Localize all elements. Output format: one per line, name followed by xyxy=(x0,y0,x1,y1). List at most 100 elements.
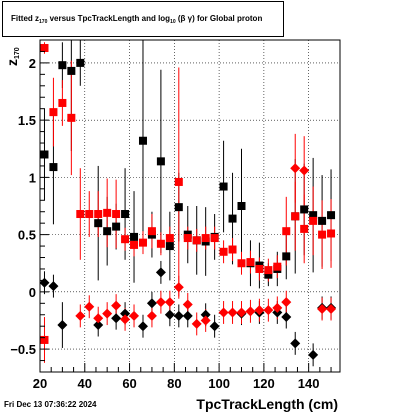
title-z-sub: 170 xyxy=(39,19,48,25)
diamond-marker xyxy=(155,267,166,278)
square-marker xyxy=(58,98,67,107)
square-marker xyxy=(210,234,219,243)
diamond-marker xyxy=(227,307,238,318)
title-middle: versus TpcTrackLength and log xyxy=(49,14,171,23)
x-tick-label: 120 xyxy=(253,376,275,391)
diamond-marker xyxy=(263,305,274,316)
diamond-marker xyxy=(236,307,247,318)
square-marker xyxy=(112,210,121,219)
square-marker xyxy=(58,61,67,70)
diamond-marker xyxy=(317,304,328,315)
y-axis-label: z170 xyxy=(4,47,21,66)
plot-frame xyxy=(39,39,341,373)
square-marker xyxy=(156,157,165,166)
square-marker xyxy=(255,264,264,273)
diamond-marker xyxy=(218,307,229,318)
y-tick-label: 0.5 xyxy=(18,228,36,243)
square-marker xyxy=(138,238,147,247)
square-marker xyxy=(112,222,121,231)
diamond-marker xyxy=(164,297,175,308)
grid-lines xyxy=(39,40,340,372)
data-markers xyxy=(39,44,337,360)
square-marker xyxy=(228,245,237,254)
square-marker xyxy=(121,210,130,219)
square-marker xyxy=(318,230,327,239)
square-marker xyxy=(282,227,291,236)
square-marker xyxy=(85,210,94,219)
square-marker xyxy=(94,219,103,228)
square-marker xyxy=(156,239,165,248)
diamond-marker xyxy=(155,297,166,308)
y-tick-label: 1.5 xyxy=(18,113,36,128)
diamond-marker xyxy=(93,313,104,324)
diamond-marker xyxy=(57,320,68,331)
diamond-marker xyxy=(200,309,211,320)
chart-title: Fitted z170 versus TpcTrackLength and lo… xyxy=(11,14,262,25)
x-tick-label: 60 xyxy=(122,376,136,391)
square-marker xyxy=(138,136,147,145)
square-marker xyxy=(237,259,246,268)
square-marker xyxy=(174,177,183,186)
diamond-marker xyxy=(209,321,220,332)
diamond-marker xyxy=(120,314,131,325)
diamond-marker xyxy=(245,306,256,317)
x-tick-label: 20 xyxy=(33,376,47,391)
diamond-marker xyxy=(48,281,59,292)
axes: 20 40 60 80 100 120 140 −0.5 0 0.5 1 1.5 2 xyxy=(10,39,341,391)
square-marker xyxy=(174,203,183,212)
square-marker xyxy=(327,211,336,220)
square-marker xyxy=(49,163,58,172)
square-marker xyxy=(309,211,318,220)
diamond-marker xyxy=(281,312,292,323)
square-marker xyxy=(228,214,237,223)
square-marker xyxy=(246,258,255,267)
square-marker xyxy=(49,108,58,117)
diamond-marker xyxy=(182,299,193,310)
y-axis-label-sub: 170 xyxy=(14,47,21,59)
square-marker xyxy=(318,216,327,225)
diamond-marker xyxy=(39,277,50,288)
square-marker xyxy=(76,58,85,67)
square-marker xyxy=(121,235,130,244)
title-prefix: Fitted xyxy=(11,14,33,23)
square-marker xyxy=(291,212,300,221)
square-marker xyxy=(264,270,273,279)
diamond-marker xyxy=(173,310,184,321)
y-tick-label: 0 xyxy=(29,285,36,300)
square-marker xyxy=(273,262,282,271)
diamond-marker xyxy=(191,318,202,329)
diamond-marker xyxy=(326,304,337,315)
diamond-marker xyxy=(182,310,193,321)
square-marker xyxy=(103,208,112,217)
square-marker xyxy=(40,44,49,53)
square-marker xyxy=(201,234,210,243)
square-marker xyxy=(103,227,112,236)
diamond-marker xyxy=(111,300,122,311)
diamond-marker xyxy=(84,301,95,312)
diamond-marker xyxy=(146,310,157,321)
square-marker xyxy=(183,234,192,243)
square-marker xyxy=(192,236,201,245)
title-beta-gamma: (β γ) xyxy=(177,14,195,23)
diamond-marker xyxy=(200,315,211,326)
y-tick-label: 2 xyxy=(29,56,36,71)
square-marker xyxy=(237,202,246,210)
square-marker xyxy=(40,335,49,344)
diamond-marker xyxy=(75,310,86,321)
diamond-marker xyxy=(137,321,148,332)
square-marker xyxy=(309,216,318,225)
title-log-sub: 10 xyxy=(170,19,176,25)
diamond-marker xyxy=(120,308,131,319)
square-marker xyxy=(219,182,228,191)
diamond-marker xyxy=(173,282,184,293)
x-tick-label: 80 xyxy=(167,376,181,391)
title-suffix: for Global proton xyxy=(197,14,263,23)
square-marker xyxy=(264,266,273,275)
x-tick-label: 100 xyxy=(208,376,230,391)
square-marker xyxy=(67,66,76,75)
square-marker xyxy=(76,210,85,219)
diamond-marker xyxy=(272,302,283,313)
square-marker xyxy=(67,113,76,122)
diamond-marker xyxy=(129,310,140,321)
